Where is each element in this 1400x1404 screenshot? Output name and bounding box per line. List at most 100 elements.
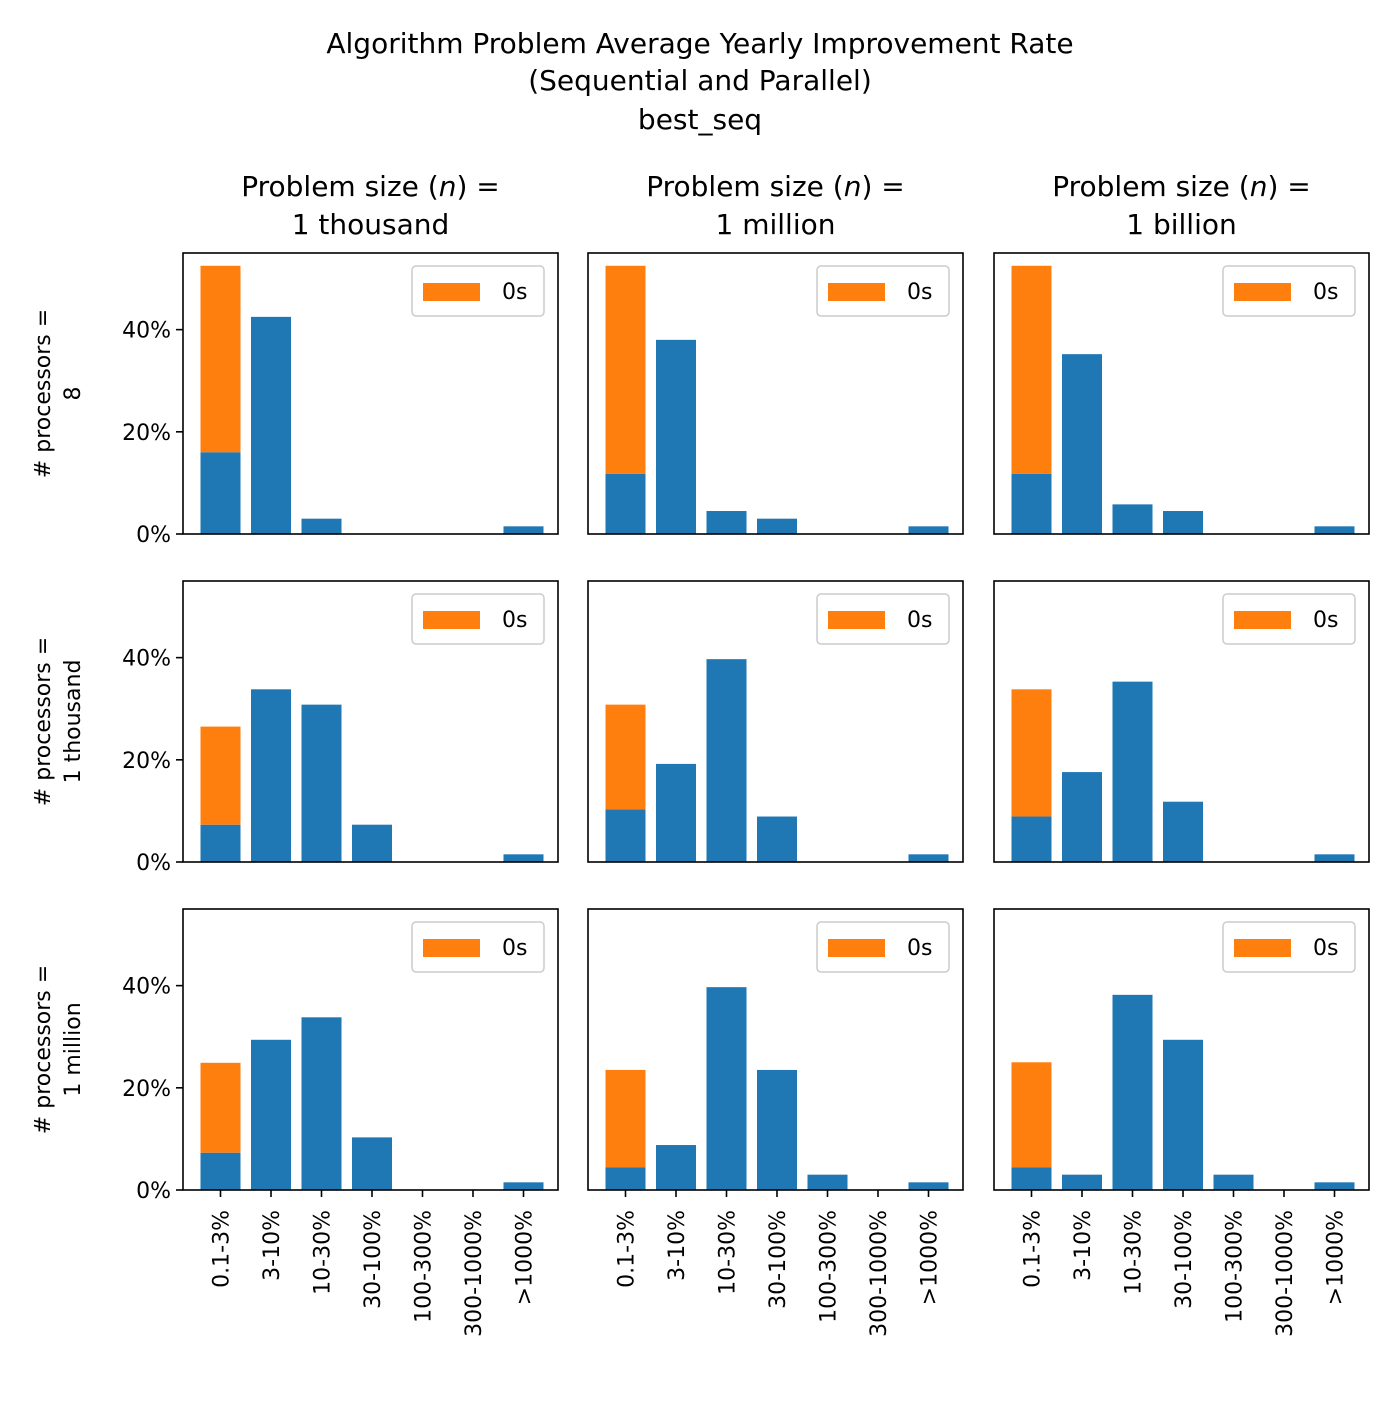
column-title: Problem size (n) = <box>241 170 500 203</box>
bar->1000% <box>908 526 949 534</box>
panel-r0-c0: 0% 20% 40% 0s <box>122 252 559 548</box>
legend-label: 0s <box>1313 936 1338 961</box>
figure-title-line: (Sequential and Parallel) <box>528 64 872 97</box>
x-tick-label: 30-100% <box>361 1210 386 1309</box>
legend-label: 0s <box>502 280 527 305</box>
panel-frame <box>587 252 964 535</box>
panel-frame <box>993 908 1370 1191</box>
panel-r2-c1: 0.1-3% 3-10% 10-30% 30-100% 100-300% 300-1000… <box>587 908 964 1337</box>
legend-swatch <box>828 283 885 301</box>
x-tick-label: 100-300% <box>1223 1210 1248 1323</box>
bar-10-30% <box>301 518 342 534</box>
bar->1000% <box>503 526 544 534</box>
bar-30-100% <box>757 1069 797 1190</box>
legend: 0s <box>1222 593 1356 645</box>
bar-0.1-3% <box>1011 816 1052 862</box>
row-label-line2: 1 thousand <box>61 660 86 784</box>
bar-30-100% <box>757 518 797 534</box>
x-tick-label: 100-300% <box>412 1210 437 1323</box>
x-tick-label: 0.1-3% <box>1021 1210 1046 1288</box>
bar-3-10% <box>1062 1174 1102 1190</box>
x-tick-label: 30-100% <box>766 1210 791 1309</box>
legend: 0s <box>816 921 950 973</box>
column-title-var: n <box>1250 170 1268 203</box>
row-label: # processors = 1 thousand <box>31 637 86 806</box>
bar-0.1-3% <box>605 809 646 862</box>
bar-3-10% <box>251 1039 291 1190</box>
panel-r0-c1: 0s <box>587 252 964 535</box>
column-title: Problem size (n) = <box>1052 170 1311 203</box>
panel-r1-c1: 0s <box>587 580 964 863</box>
x-tick-label: 100-300% <box>817 1210 842 1323</box>
x-tick-label: 3-10% <box>1071 1210 1096 1281</box>
bar-zeros-0.1-3% <box>200 726 241 825</box>
legend-label: 0s <box>502 608 527 633</box>
x-tick-label: 3-10% <box>665 1210 690 1281</box>
legend-label: 0s <box>1313 280 1338 305</box>
column-title: Problem size (n) = <box>646 170 905 203</box>
x-tick-label: 300-1000% <box>1273 1210 1298 1337</box>
bar-3-10% <box>656 339 696 534</box>
legend-swatch <box>1234 939 1291 957</box>
x-tick-label: 10-30% <box>1122 1210 1147 1295</box>
row-label-line2: 1 million <box>61 1002 86 1096</box>
bar-10-30% <box>706 511 747 534</box>
y-tick-label: 40% <box>122 319 171 344</box>
legend-swatch <box>1234 611 1291 629</box>
row-label: # processors = 8 <box>31 309 86 478</box>
y-tick-label: 0% <box>136 1179 171 1204</box>
bar-10-30% <box>706 987 747 1190</box>
bar-30-100% <box>352 1137 392 1190</box>
bar-10-30% <box>1112 994 1153 1190</box>
bar-0.1-3% <box>605 1167 646 1190</box>
y-tick-label: 20% <box>122 421 171 446</box>
column-title-suffix: ) = <box>861 170 904 203</box>
panel-r2-c2: 0.1-3% 3-10% 10-30% 30-100% 100-300% 300-1000… <box>993 908 1370 1337</box>
column-title-prefix: Problem size ( <box>241 170 439 203</box>
legend-swatch <box>423 283 480 301</box>
legend-label: 0s <box>502 936 527 961</box>
y-tick-label: 20% <box>122 1077 171 1102</box>
legend-label: 0s <box>1313 608 1338 633</box>
row-label-line2: 8 <box>61 387 86 401</box>
bar-100-300% <box>807 1174 848 1190</box>
bar-zeros-0.1-3% <box>605 1069 646 1168</box>
y-tick-label: 20% <box>122 749 171 774</box>
legend-label: 0s <box>907 936 932 961</box>
bar->1000% <box>1314 1182 1355 1190</box>
panel-frame <box>993 252 1370 535</box>
bar-3-10% <box>1062 772 1102 862</box>
panel-frame <box>587 908 964 1191</box>
bar-0.1-3% <box>1011 473 1052 534</box>
bar-0.1-3% <box>605 473 646 534</box>
bar-30-100% <box>1163 511 1203 534</box>
x-tick-label: 0.1-3% <box>615 1210 640 1288</box>
y-tick-label: 40% <box>122 647 171 672</box>
bar-30-100% <box>352 824 392 862</box>
bar-zeros-0.1-3% <box>605 704 646 810</box>
x-tick-label: >1000% <box>1324 1210 1349 1305</box>
figure-title-line: best_seq <box>638 103 762 136</box>
column-title-suffix: ) = <box>456 170 499 203</box>
x-tick-label: >1000% <box>513 1210 538 1305</box>
legend: 0s <box>411 265 545 317</box>
bar-3-10% <box>251 316 291 534</box>
legend-swatch <box>423 939 480 957</box>
row-label: # processors = 1 million <box>31 965 86 1134</box>
bar-10-30% <box>1112 681 1153 862</box>
bar->1000% <box>1314 854 1355 862</box>
x-tick-label: 30-100% <box>1172 1210 1197 1309</box>
bar-zeros-0.1-3% <box>200 1062 241 1153</box>
bar-0.1-3% <box>200 1152 241 1190</box>
bar-3-10% <box>1062 354 1102 534</box>
bar->1000% <box>908 1182 949 1190</box>
bar-0.1-3% <box>1011 1167 1052 1190</box>
legend-label: 0s <box>907 280 932 305</box>
row-label-line1: # processors = <box>31 637 56 806</box>
column-title-var: n <box>439 170 457 203</box>
bar->1000% <box>503 1182 544 1190</box>
column-title-value: 1 million <box>716 208 836 241</box>
bar-0.1-3% <box>200 452 241 534</box>
x-tick-label: 10-30% <box>716 1210 741 1295</box>
legend: 0s <box>1222 265 1356 317</box>
